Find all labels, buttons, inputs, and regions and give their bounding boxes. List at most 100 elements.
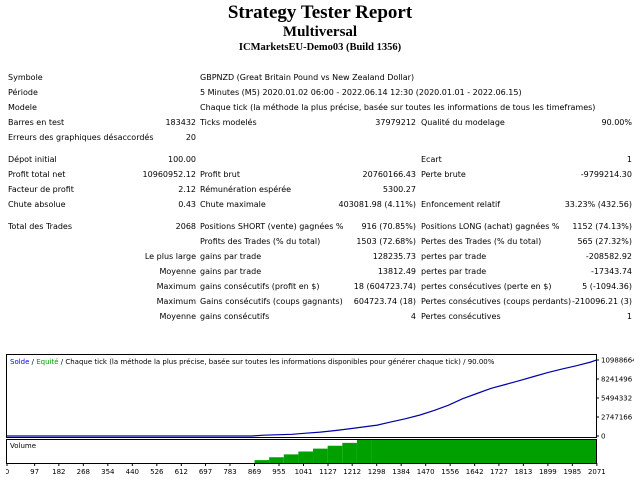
max-drawdown-label: Chute maximale <box>200 200 266 209</box>
volume-bar <box>342 442 357 463</box>
net-profit-value: 10960952.12 <box>142 170 196 179</box>
rel-drawdown-label: Enfoncement relatif <box>421 200 501 209</box>
maximum-label-2: Maximum <box>156 297 196 306</box>
profit-trades-label: Profits des Trades (% du total) <box>200 237 321 246</box>
x-tick-label: 869 <box>248 468 261 476</box>
period-label: Période <box>8 88 38 97</box>
largest-loss-label: pertes par trade <box>421 252 487 261</box>
x-tick-label: 97 <box>30 468 39 476</box>
gross-profit-value: 20760166.43 <box>362 170 416 179</box>
rel-drawdown-value: 33.23% (432.56) <box>564 200 632 209</box>
model-label: Modele <box>8 103 37 112</box>
x-tick-label: 1041 <box>295 468 313 476</box>
total-trades-label: Total des Trades <box>8 222 73 231</box>
y-tick-label: 5494332 <box>601 395 632 403</box>
legend-solde: Solde <box>10 358 29 366</box>
bars-value: 183432 <box>165 118 196 127</box>
total-trades-value: 2068 <box>175 222 196 231</box>
x-tick-label: 182 <box>52 468 65 476</box>
max-cons-losses-label: pertes consécutives (perte en $) <box>421 282 552 291</box>
max-cons-loss-value: -210096.21 (3) <box>571 297 632 306</box>
balance-plot-frame <box>6 354 597 438</box>
x-tick-label: 1470 <box>417 468 435 476</box>
x-tick-label: 1298 <box>368 468 386 476</box>
average-gain-label: gains par trade <box>200 267 262 276</box>
volume-bar <box>313 448 328 463</box>
volume-label: Volume <box>10 442 36 450</box>
errors-value: 20 <box>185 133 196 142</box>
x-tick-label: 1985 <box>563 468 581 476</box>
gross-profit-label: Profit brut <box>200 170 240 179</box>
quality-value: 90.00% <box>601 118 632 127</box>
x-tick-label: 526 <box>150 468 164 476</box>
x-tick-label: 1727 <box>490 468 508 476</box>
x-tick-label: 783 <box>223 468 236 476</box>
x-tick-label: 697 <box>199 468 212 476</box>
profit-factor-value: 2.12 <box>178 185 196 194</box>
symbol-label: Symbole <box>8 73 43 82</box>
avg-cons-wins-label: gains consécutifs <box>200 312 270 321</box>
expected-payoff-value: 5300.27 <box>382 185 416 194</box>
max-cons-wins-value: 18 (604723.74) <box>353 282 416 291</box>
expert-name: Multiversal <box>282 24 358 40</box>
net-profit-label: Profit total net <box>8 170 66 179</box>
x-tick-label: 1642 <box>466 468 484 476</box>
symbol-value: GBPNZD (Great Britain Pound vs New Zeala… <box>200 73 415 82</box>
legend-equite: Equité <box>36 358 58 366</box>
avg-cons-wins-value: 4 <box>410 312 416 321</box>
y-tick-label: 0 <box>601 433 605 441</box>
deposit-value: 100.00 <box>168 155 196 164</box>
loss-trades-label: Pertes des Trades (% du total) <box>421 237 542 246</box>
quality-label: Qualité du modelage <box>421 118 505 127</box>
gross-loss-value: -9799214.30 <box>580 170 632 179</box>
x-tick-label: 1556 <box>441 468 459 476</box>
x-tick-label: 0 <box>6 468 9 476</box>
maximum-label: Maximum <box>156 282 196 291</box>
average-gain-value: 13812.49 <box>377 267 416 276</box>
gross-loss-label: Perte brute <box>421 170 466 179</box>
max-cons-profit-value: 604723.74 (18) <box>353 297 416 306</box>
volume-bar <box>269 457 284 463</box>
y-tick-label: 8241496 <box>601 376 633 384</box>
x-tick-label: 268 <box>77 468 90 476</box>
ticks-label: Ticks modelés <box>200 118 257 127</box>
period-value: 5 Minutes (M5) 2020.01.02 06:00 - 2022.0… <box>200 88 522 97</box>
deposit-label: Dépot initial <box>8 155 57 164</box>
expected-payoff-label: Rémunération espérée <box>200 185 292 194</box>
y-tick-label: 10988664 <box>601 357 634 365</box>
largest-loss-value: -208582.92 <box>585 252 632 261</box>
avg-cons-losses-label: Pertes consécutives <box>421 312 501 321</box>
volume-bar <box>356 440 372 463</box>
model-value: Chaque tick (la méthode la plus précise,… <box>200 103 596 112</box>
chart-legend: Solde / Equité / Chaque tick (la méthode… <box>10 358 495 366</box>
volume-bar <box>283 454 299 463</box>
y-tick-label: 2747166 <box>601 414 633 422</box>
spread-label: Ecart <box>421 155 442 164</box>
errors-label: Erreurs des graphiques désaccordés <box>8 133 154 142</box>
ticks-value: 37979212 <box>375 118 416 127</box>
max-drawdown-value: 403081.98 (4.11%) <box>338 200 416 209</box>
max-cons-losses-value: 5 (-1094.36) <box>582 282 632 291</box>
max-cons-profit-label: Gains consécutifs (coups gagnants) <box>200 297 343 306</box>
x-tick-label: 1212 <box>343 468 361 476</box>
long-won-label: Positions LONG (achat) gagnées % <box>421 222 560 231</box>
balance-chart: Solde / Equité / Chaque tick (la méthode… <box>6 354 634 476</box>
bars-label: Barres en test <box>8 118 65 127</box>
loss-trades-value: 565 (27.32%) <box>577 237 632 246</box>
legend-rest: / Chaque tick (la méthode la plus précis… <box>59 358 495 366</box>
short-won-label: Positions SHORT (vente) gagnées % <box>200 222 344 231</box>
x-tick-label: 354 <box>101 468 115 476</box>
average-loss-label: pertes par trade <box>421 267 487 276</box>
largest-gain-label: gains par trade <box>200 252 262 261</box>
long-won-value: 1152 (74.13%) <box>572 222 632 231</box>
legend-sep: / <box>29 358 36 366</box>
max-cons-loss-label: Pertes consécutives (coups perdants) <box>421 297 572 306</box>
abs-drawdown-label: Chute absolue <box>8 200 66 209</box>
largest-label: Le plus large <box>144 252 196 261</box>
volume-bar <box>254 460 270 463</box>
x-tick-label: 1127 <box>319 468 337 476</box>
x-tick-label: 2071 <box>588 468 606 476</box>
average-label: Moyenne <box>159 267 196 276</box>
server-build: ICMarketsEU-Demo03 (Build 1356) <box>238 42 402 53</box>
report-title: Strategy Tester Report <box>227 2 413 23</box>
